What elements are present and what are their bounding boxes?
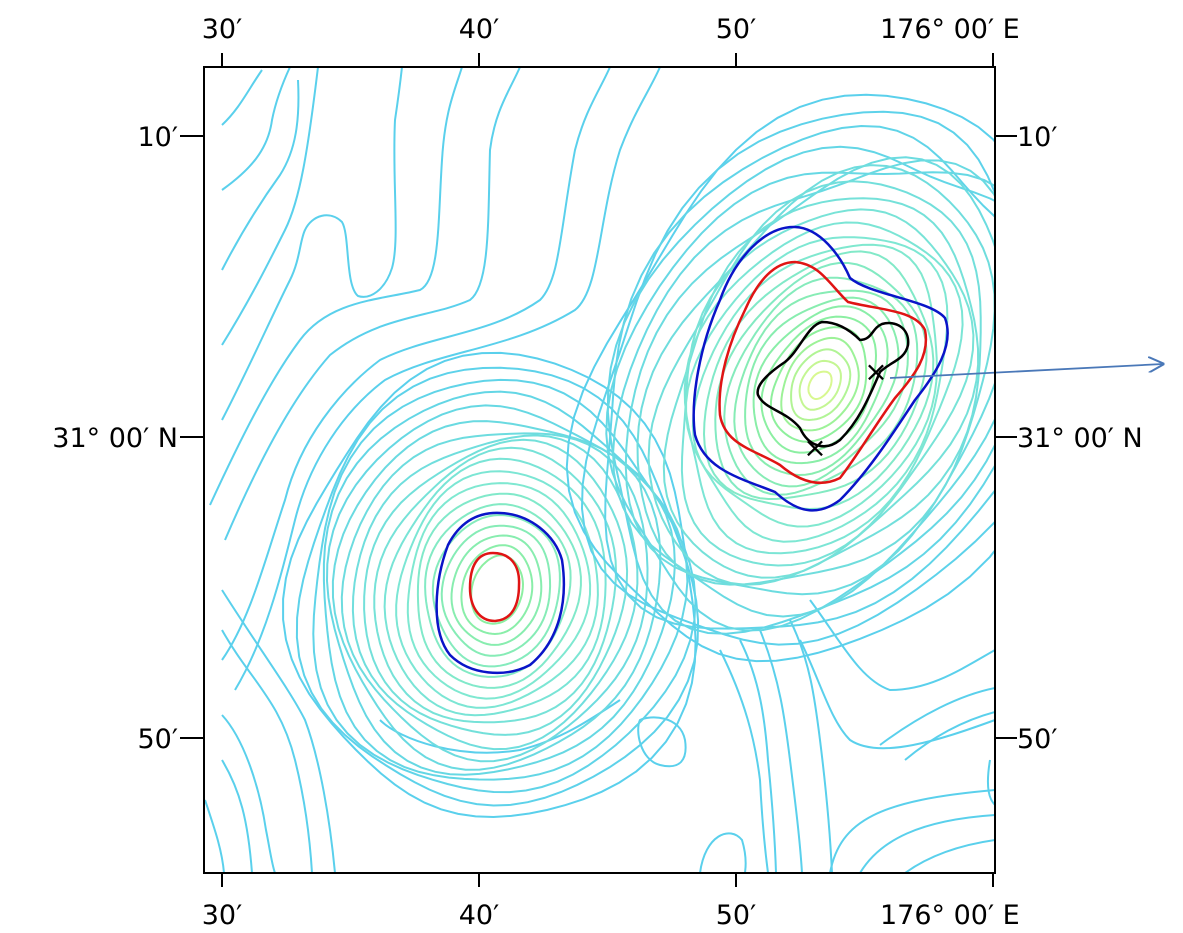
- x-tick-label-bottom: 30′: [202, 900, 243, 931]
- west-contour-ring: [424, 503, 572, 678]
- x-tick-label-top: 176° 00′ E: [880, 14, 1020, 45]
- west-contour-ring: [363, 438, 629, 736]
- contour-lines: [204, 67, 995, 873]
- west-contour-ring: [373, 446, 618, 724]
- west-contour-ring: [383, 457, 607, 717]
- y-tick-label-right: 50′: [1017, 724, 1058, 755]
- west-contour-ring: [416, 492, 582, 689]
- x-tick-label-top: 50′: [716, 14, 757, 45]
- west-contour-ring: [395, 470, 599, 709]
- y-tick-label-left: 50′: [138, 724, 179, 755]
- outer-isobaths: [204, 67, 995, 873]
- west-contour-ring: [450, 534, 543, 646]
- site-marker-south: ×: [803, 431, 826, 464]
- west-contour-ring: [406, 482, 592, 700]
- east-red-contour: [718, 260, 928, 485]
- east-contour-ring: [714, 261, 928, 501]
- east-seamount-contours: [565, 93, 995, 663]
- east-contour-ring: [760, 315, 878, 454]
- east-contour-ring: [606, 145, 995, 635]
- y-tick-label-left: 31° 00′ N: [52, 423, 178, 454]
- east-contour-ring: [733, 289, 909, 488]
- east-contour-ring: [744, 296, 900, 477]
- west-contour-ring: [460, 544, 534, 636]
- site-markers: × ×: [803, 355, 887, 464]
- east-contour-ring: [798, 359, 842, 411]
- west-contour-ring: [322, 390, 689, 781]
- west-contour-ring: [440, 524, 552, 657]
- west-contour-ring: [282, 351, 697, 819]
- west-contour-ring: [351, 434, 639, 751]
- east-contour-ring: [680, 208, 975, 567]
- x-tick-label-bottom: 40′: [459, 900, 500, 931]
- east-contour-ring: [790, 348, 852, 422]
- west-red-contour: [468, 551, 521, 623]
- west-blue-contour: [435, 511, 566, 675]
- east-contour-ring: [691, 243, 938, 528]
- x-tick-label-top: 40′: [459, 14, 500, 45]
- west-contour-ring: [312, 378, 697, 794]
- west-contour-ring: [340, 432, 649, 763]
- axis-ticks: [180, 53, 1017, 887]
- west-contour-ring: [470, 554, 525, 625]
- west-contour-ring: [331, 420, 662, 771]
- x-tick-label-bottom: 50′: [716, 900, 757, 931]
- site-marker-north: ×: [864, 355, 887, 388]
- east-contour-ring: [662, 197, 980, 579]
- east-contour-ring: [624, 156, 995, 596]
- east-contour-ring: [683, 221, 964, 555]
- west-contour-ring: [295, 366, 700, 807]
- east-contour-ring: [752, 305, 889, 465]
- west-seamount-contours: [282, 351, 700, 819]
- y-tick-label-right: 10′: [1017, 122, 1058, 153]
- pointer-arrow: [889, 364, 1163, 379]
- east-contour-ring: [580, 110, 995, 646]
- east-contour-ring: [807, 370, 833, 400]
- southern-isobaths: [379, 599, 995, 873]
- y-tick-label-left: 10′: [138, 122, 179, 153]
- map-frame: [203, 66, 996, 874]
- east-black-contour: [756, 320, 910, 448]
- east-contour-ring: [780, 336, 860, 432]
- axis-labels: 30′ 30′ 40′ 40′ 50′ 50′ 176° 00′ E 176° 00′ E 10…: [52, 14, 1142, 931]
- east-contour-ring: [685, 236, 949, 543]
- east-contour-ring: [605, 171, 995, 632]
- x-tick-label-bottom: 176° 00′ E: [880, 900, 1020, 931]
- x-tick-label-top: 30′: [202, 14, 243, 45]
- west-contour-ring: [431, 513, 561, 668]
- east-contour-ring: [612, 159, 995, 618]
- east-contour-ring: [565, 93, 995, 663]
- y-tick-label-right: 31° 00′ N: [1017, 423, 1143, 454]
- east-blue-contour: [692, 225, 949, 512]
